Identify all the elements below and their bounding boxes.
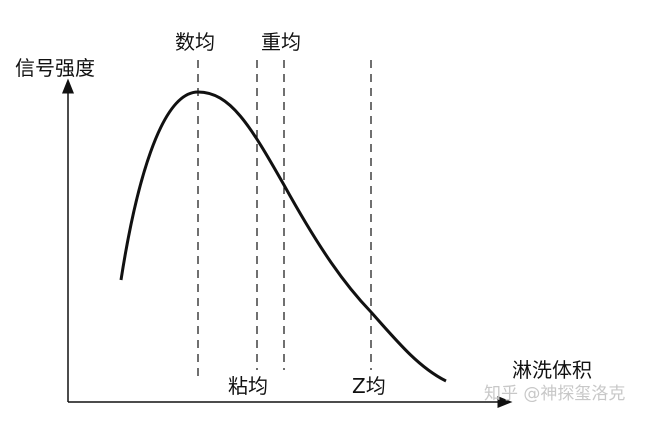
x-axis-label: 淋洗体积	[512, 358, 592, 382]
z-average-label: Z均	[352, 374, 386, 398]
viscosity-average-label: 粘均	[228, 374, 268, 398]
weight-average-label: 重均	[261, 30, 301, 54]
y-axis-label: 信号强度	[15, 56, 95, 80]
watermark: 知乎 @神探玺洛克	[484, 384, 626, 404]
number-average-label: 数均	[175, 30, 215, 54]
distribution-curve	[119, 90, 447, 383]
